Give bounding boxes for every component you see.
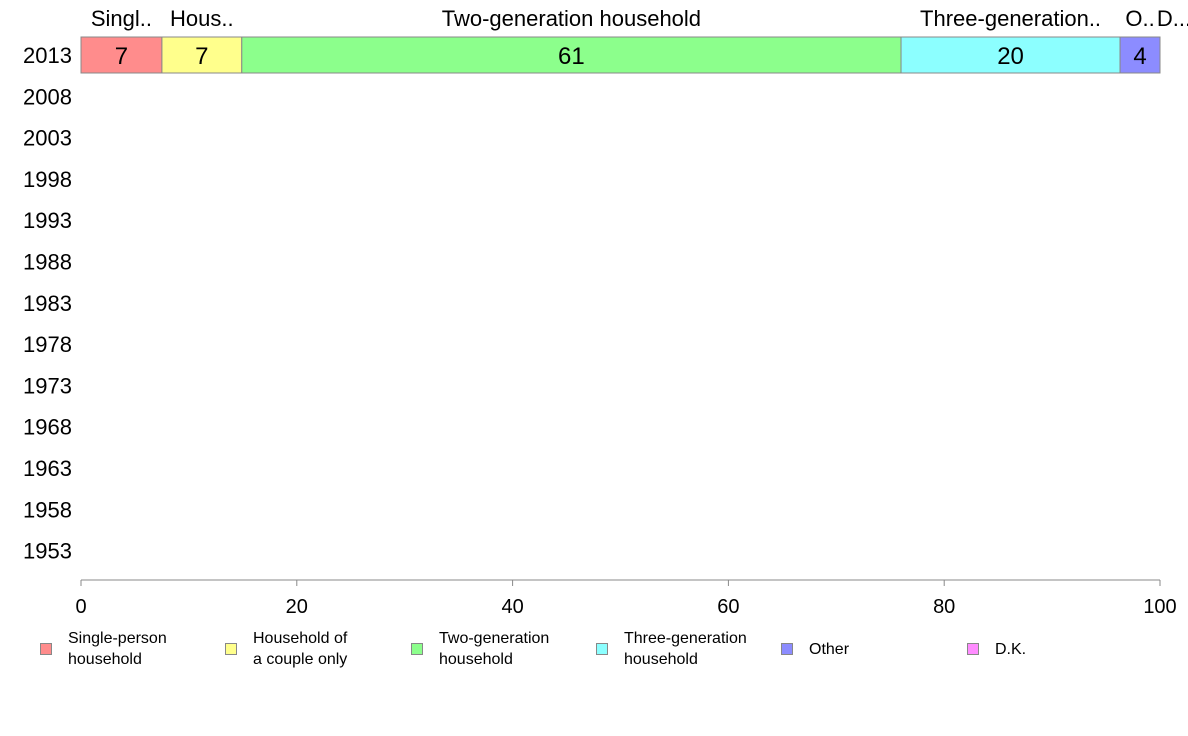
series-top-label: Two-generation household <box>442 6 701 31</box>
legend-label: Single-person household <box>68 630 167 668</box>
x-axis: 0 20 40 60 80 100 <box>75 579 1177 618</box>
y-tick-label: 2013 <box>23 43 72 68</box>
y-tick-label: 1973 <box>23 373 72 398</box>
data-labels: 7 7 61 20 4 <box>115 43 1147 70</box>
series-top-label: Three-generation.. <box>920 6 1101 31</box>
series-top-label: D... <box>1157 6 1188 31</box>
legend-label: Three-generation household <box>624 630 747 668</box>
bar-data-label: 20 <box>997 43 1024 70</box>
bar-data-label: 4 <box>1133 43 1146 70</box>
y-tick-label: 1988 <box>23 250 72 275</box>
legend-label: Two-generation household <box>439 630 550 668</box>
y-tick-label: 1968 <box>23 415 72 440</box>
x-tick-label: 80 <box>933 596 955 618</box>
bar-segment <box>80 36 163 74</box>
series-top-label: Singl.. <box>91 6 152 31</box>
x-tick-label: 0 <box>75 596 86 618</box>
legend-swatch <box>225 643 237 655</box>
series-top-label: O.. <box>1125 6 1154 31</box>
chart: Singl.. Hous.. Two-generation household Thr… <box>23 6 1188 618</box>
legend-swatch <box>967 643 979 655</box>
legend-swatch <box>411 643 423 655</box>
bar-segment <box>900 36 1121 74</box>
legend-swatch <box>596 643 608 655</box>
legend-item: Three-generation household <box>596 628 747 670</box>
legend-item: Two-generation household <box>411 628 549 670</box>
y-tick-label: 2003 <box>23 126 72 151</box>
legend-item: D.K. <box>967 628 1026 660</box>
x-tick-label: 60 <box>717 596 739 618</box>
x-tick-label: 100 <box>1143 596 1176 618</box>
series-top-label: Hous.. <box>170 6 234 31</box>
series-top-labels: Singl.. Hous.. Two-generation household Thr… <box>91 6 1188 31</box>
bars <box>80 36 1161 74</box>
y-tick-label: 1978 <box>23 332 72 357</box>
bar-data-label: 7 <box>115 43 128 70</box>
y-tick-label: 2008 <box>23 84 72 109</box>
bar-segment <box>1119 36 1161 74</box>
legend-item: Single-person household <box>40 628 167 670</box>
legend-item: Other <box>781 628 849 660</box>
x-tick-label: 20 <box>286 596 308 618</box>
y-tick-label: 1963 <box>23 456 72 481</box>
legend-label: Other <box>809 641 850 658</box>
y-tick-label: 1993 <box>23 208 72 233</box>
bar-segment <box>161 36 243 74</box>
y-tick-label: 1953 <box>23 539 72 564</box>
y-tick-label: 1998 <box>23 167 72 192</box>
bar-segment <box>241 36 902 74</box>
legend-label: Household of a couple only <box>253 630 348 668</box>
legend-swatch <box>40 643 52 655</box>
y-tick-label: 1983 <box>23 291 72 316</box>
y-tick-label: 1958 <box>23 497 72 522</box>
x-tick-label: 40 <box>501 596 523 618</box>
bar-data-label: 7 <box>195 43 208 70</box>
legend-item: Household of a couple only <box>225 628 347 670</box>
y-axis-tick-labels: 2013 2008 2003 1998 1993 1988 1983 1978 1973 1968… <box>23 43 72 564</box>
legend-label: D.K. <box>995 641 1027 658</box>
legend: Single-person household Household of a co… <box>0 628 1188 688</box>
legend-swatch <box>781 643 793 655</box>
bar-data-label: 61 <box>558 43 585 70</box>
